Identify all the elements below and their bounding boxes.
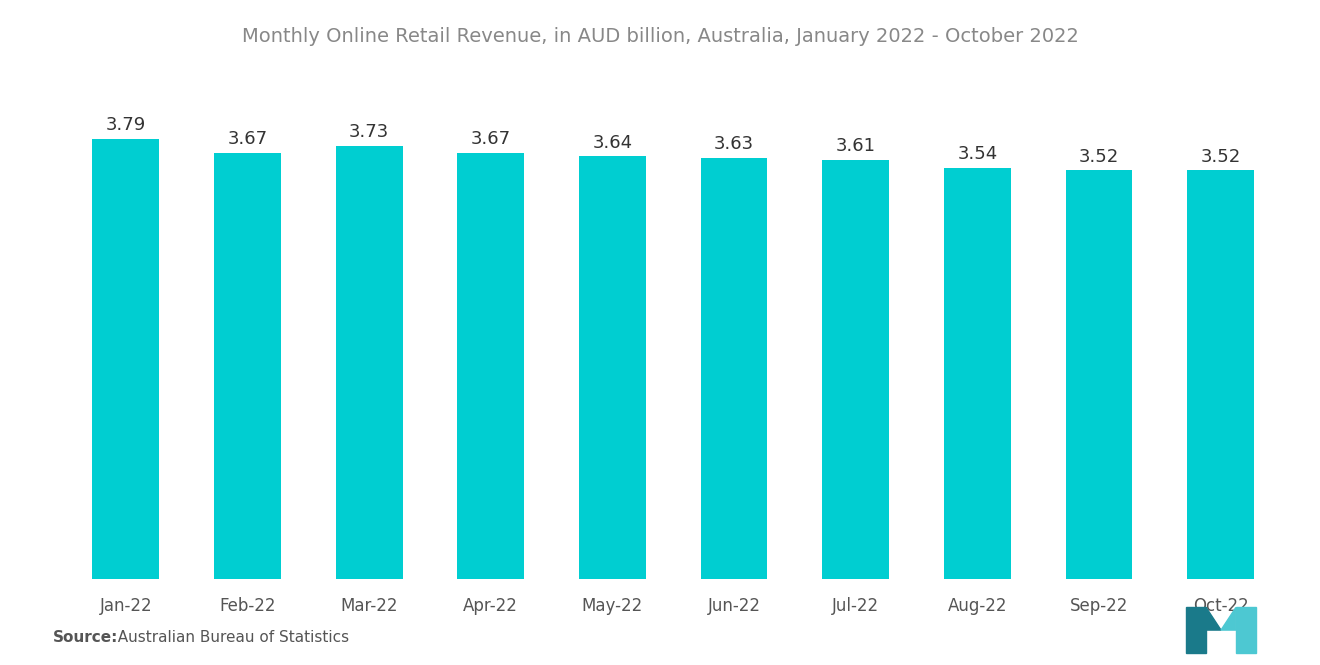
Bar xyxy=(335,146,403,579)
Bar xyxy=(822,160,890,579)
Bar xyxy=(214,153,281,579)
Polygon shape xyxy=(1221,608,1236,630)
Text: 3.52: 3.52 xyxy=(1078,148,1119,166)
Polygon shape xyxy=(1206,608,1221,630)
Text: Australian Bureau of Statistics: Australian Bureau of Statistics xyxy=(108,630,350,645)
Text: 3.67: 3.67 xyxy=(471,130,511,148)
Text: Monthly Online Retail Revenue, in AUD billion, Australia, January 2022 - October: Monthly Online Retail Revenue, in AUD bi… xyxy=(242,27,1078,46)
Text: Source:: Source: xyxy=(53,630,119,645)
Text: 3.63: 3.63 xyxy=(714,135,754,153)
Polygon shape xyxy=(1236,608,1255,653)
Bar xyxy=(579,156,645,579)
Text: 3.79: 3.79 xyxy=(106,116,147,134)
Text: 3.67: 3.67 xyxy=(227,130,268,148)
Text: 3.52: 3.52 xyxy=(1200,148,1241,166)
Polygon shape xyxy=(1187,608,1206,653)
Text: 3.61: 3.61 xyxy=(836,137,875,155)
Bar xyxy=(92,139,160,579)
Bar xyxy=(701,158,767,579)
Text: 3.54: 3.54 xyxy=(957,146,998,164)
Bar xyxy=(1065,170,1133,579)
Bar xyxy=(1187,170,1254,579)
Bar xyxy=(944,168,1011,579)
Bar xyxy=(457,153,524,579)
Text: 3.64: 3.64 xyxy=(593,134,632,152)
Text: 3.73: 3.73 xyxy=(348,123,389,141)
